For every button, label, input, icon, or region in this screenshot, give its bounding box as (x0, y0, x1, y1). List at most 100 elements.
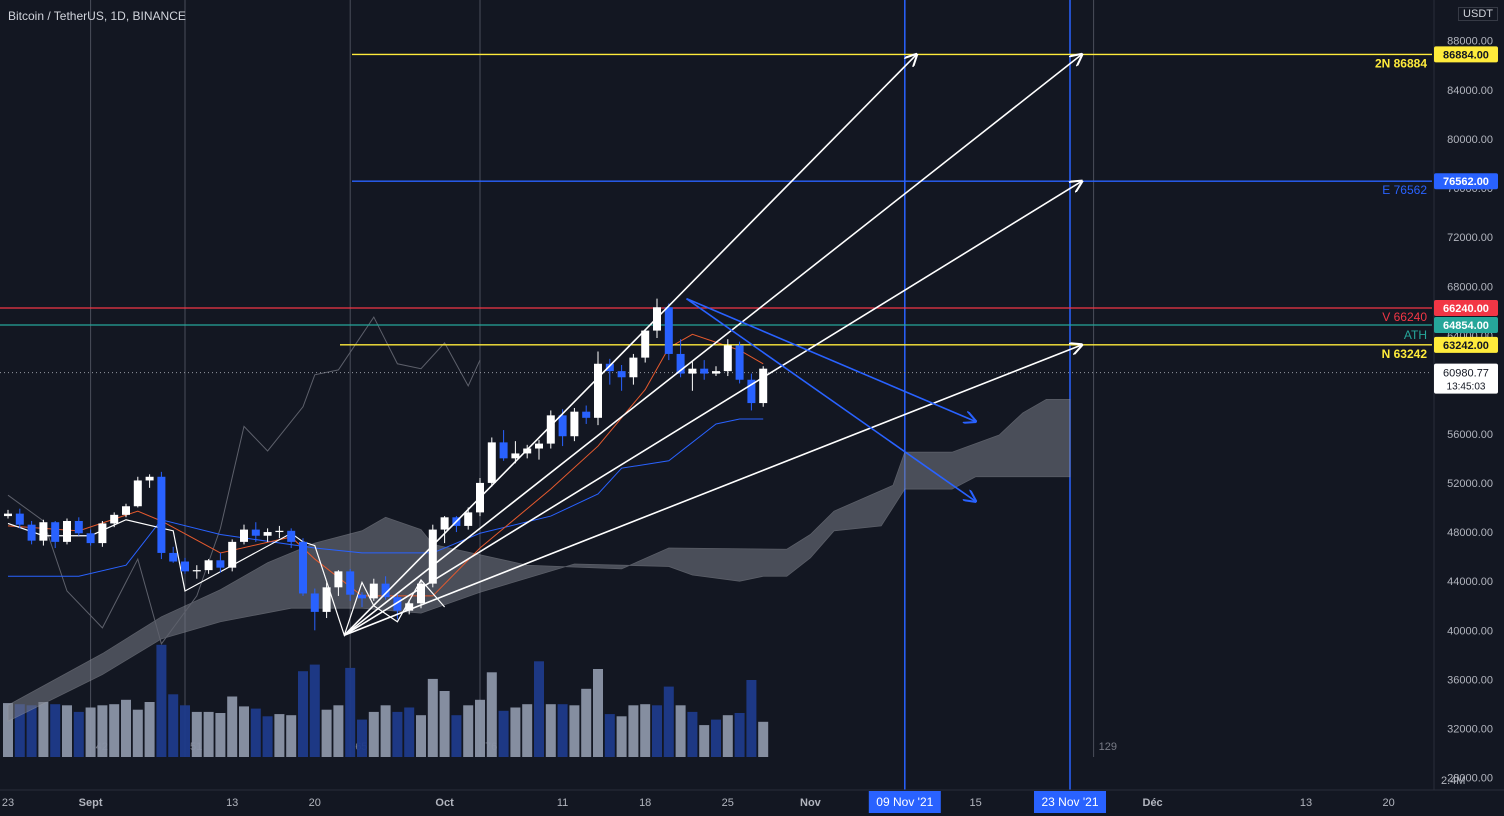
candle-body (287, 530, 296, 542)
candle-body (4, 513, 12, 517)
price-level-tag-label: 63242.00 (1443, 340, 1489, 352)
grid-lines: 42516576129 (90, 0, 1117, 790)
volume-bar (604, 714, 615, 757)
symbol-name: Bitcoin / TetherUS (8, 9, 104, 23)
volume-bar (321, 709, 332, 757)
candle-body (369, 583, 378, 599)
volume-bar (640, 704, 651, 757)
chikou-span-line (7, 316, 481, 645)
exchange-label: BINANCE (132, 9, 186, 23)
volume-bar (711, 719, 721, 757)
candle-body (393, 597, 402, 611)
price-axis-tick-label: 80000.00 (1447, 134, 1493, 146)
volume-bar (663, 686, 674, 757)
interval-label: 1D (110, 9, 126, 23)
price-level-tag-label: 86884.00 (1443, 49, 1489, 61)
downside-projection-arrow (686, 298, 976, 502)
volume-bar (722, 715, 733, 757)
volume-bar (746, 680, 757, 757)
chart-title: Bitcoin / TetherUS, 1D, BINANCE (8, 9, 186, 23)
candle-body (299, 541, 307, 594)
volume-bar (534, 661, 544, 757)
volume-bar (404, 707, 415, 757)
tenkan-sen-line (7, 333, 764, 597)
volume-bar (203, 711, 214, 757)
price-level-label: V 66240 (1382, 310, 1427, 324)
volume-bar (73, 711, 84, 757)
candles (4, 298, 768, 631)
volume-bar (85, 707, 96, 757)
candle-body (39, 522, 48, 541)
candle-body (110, 514, 119, 524)
volume-bar (180, 705, 190, 757)
currency-selector[interactable]: USDT (1458, 7, 1498, 21)
bar-countdown-label: 13:45:03 (1447, 382, 1486, 393)
candle-body (346, 571, 355, 595)
volume-bar (687, 711, 698, 757)
price-axis-tick-label: 88000.00 (1447, 36, 1493, 48)
volume-bar (569, 705, 580, 757)
volume-bar (26, 705, 37, 757)
volume-bar (475, 699, 485, 757)
time-axis-tick-label: 13 (226, 797, 238, 809)
candle-body (51, 522, 60, 542)
candle-body (322, 587, 331, 612)
candle-body (145, 476, 154, 481)
volume-bar (132, 709, 143, 757)
volume-bar (62, 705, 72, 757)
price-level-label: 2N 86884 (1375, 56, 1427, 70)
volume-bar (734, 713, 745, 757)
time-axis-tick-label: Sept (79, 797, 103, 809)
price-axis-background (1434, 0, 1504, 790)
price-level-label: E 76562 (1382, 183, 1427, 197)
price-axis-tick-label: 48000.00 (1447, 527, 1493, 539)
volume-bars (3, 644, 769, 757)
volume-bar (168, 694, 179, 757)
volume-axis-label: 2.4M (1441, 775, 1465, 787)
volume-bar (380, 705, 391, 757)
fan-projection-line (344, 345, 1082, 636)
volume-bar (675, 705, 686, 757)
price-level-label: N 63242 (1382, 347, 1428, 361)
volume-bar (14, 704, 25, 757)
volume-bar (274, 714, 285, 757)
fan-projection-line (343, 54, 1082, 636)
candle-body (464, 512, 473, 526)
price-axis-tick-label: 28000.00 (1447, 773, 1493, 785)
volume-bar (416, 715, 426, 757)
candle-body (15, 513, 24, 525)
last-price-label: 60980.77 (1443, 368, 1489, 380)
candle-body (546, 415, 555, 444)
fan-projection-line (343, 181, 1082, 636)
volume-bar (652, 705, 662, 757)
price-level-label: ATH (1404, 328, 1427, 342)
candle-body (617, 371, 626, 378)
highlighted-date-label: 09 Nov '21 (876, 795, 933, 809)
fan-projection-line (343, 54, 916, 636)
volume-bar (357, 719, 367, 757)
candle-body (405, 603, 414, 611)
candle-body (664, 307, 673, 354)
candle-body (358, 594, 366, 599)
candle-body (240, 529, 248, 542)
price-levels (0, 53, 1432, 346)
candle-body (310, 593, 319, 612)
time-axis-tick-label: Déc (1143, 797, 1163, 809)
price-axis-tick-label: 40000.00 (1447, 625, 1493, 637)
candle-body (228, 541, 237, 568)
vertical-marker-label: 129 (1099, 741, 1117, 753)
volume-bar (227, 696, 238, 757)
volume-bar (156, 644, 167, 757)
highlighted-date-tag (1034, 791, 1106, 813)
volume-bar (498, 710, 509, 757)
price-level-tag-label: 64854.00 (1443, 320, 1489, 332)
candle-body (558, 415, 567, 437)
price-axis-tick-label: 72000.00 (1447, 232, 1493, 244)
volume-bar (628, 705, 639, 757)
candle-body (417, 583, 425, 604)
candle-body (499, 442, 508, 459)
volume-bar (309, 664, 320, 757)
candle-body (594, 363, 602, 418)
time-axis-tick-label: 20 (309, 797, 321, 809)
